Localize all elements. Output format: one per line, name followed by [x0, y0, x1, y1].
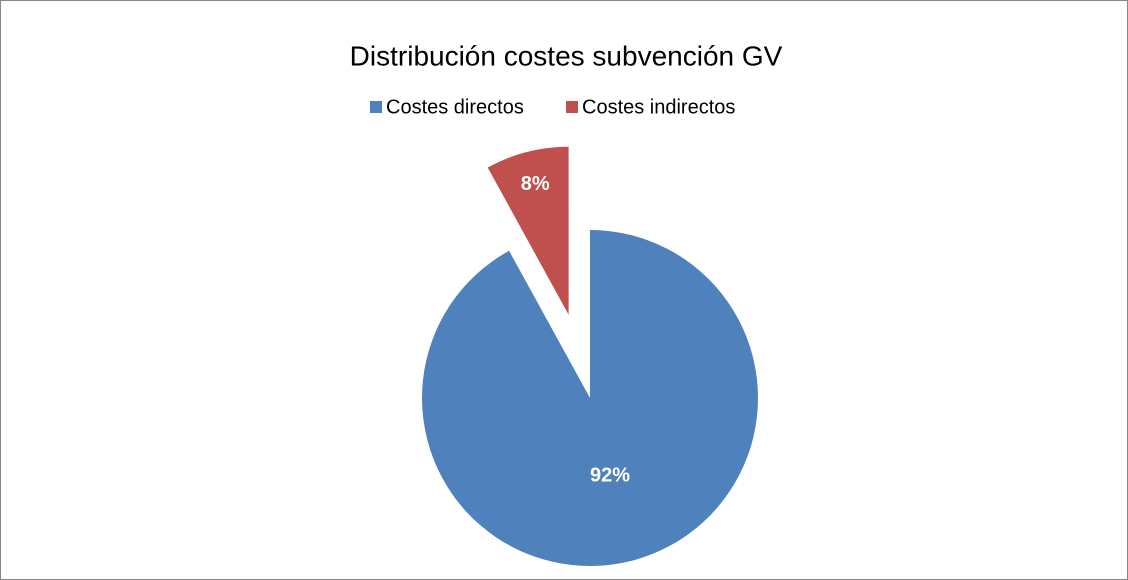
data-label: 92% — [590, 464, 630, 486]
pie-slice — [487, 146, 569, 315]
pie-slice — [422, 230, 759, 566]
legend-swatch — [370, 101, 382, 113]
legend-swatch — [566, 101, 578, 113]
data-label: 8% — [521, 173, 550, 195]
legend-label: Costes indirectos — [582, 96, 735, 118]
legend-label: Costes directos — [386, 96, 524, 118]
chart-title: Distribución costes subvención GV — [350, 40, 783, 71]
